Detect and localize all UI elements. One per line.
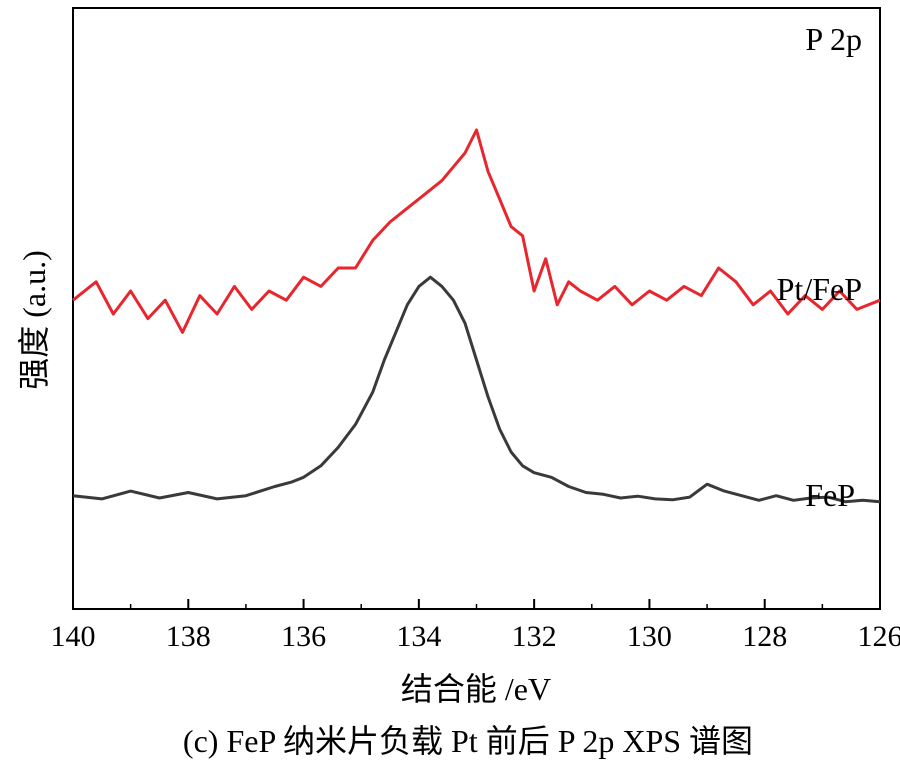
series-line-pt-fep bbox=[72, 128, 881, 334]
x-tick-label: 130 bbox=[627, 620, 672, 653]
x-tick-label: 132 bbox=[512, 620, 557, 653]
series-line-fep bbox=[72, 275, 881, 504]
series-label-ptfep: Pt/FeP bbox=[777, 271, 862, 307]
x-tick-label: 134 bbox=[396, 620, 441, 653]
x-axis-title: 结合能 /eV bbox=[401, 671, 551, 707]
y-axis-title: 强度 (a.u.) bbox=[16, 250, 52, 390]
x-tick-label: 140 bbox=[51, 620, 96, 653]
figure-caption: (c) FeP 纳米片负载 Pt 前后 P 2p XPS 谱图 bbox=[183, 723, 753, 759]
x-tick-label: 126 bbox=[858, 620, 900, 653]
series-layer bbox=[72, 128, 881, 504]
x-axis-ticks: 140 138 136 134 132 130 128 126 bbox=[51, 599, 900, 653]
x-tick-label: 138 bbox=[166, 620, 211, 653]
x-tick-label: 128 bbox=[742, 620, 787, 653]
series-label-fep: FeP bbox=[805, 477, 855, 513]
annotation-p2p: P 2p bbox=[805, 21, 862, 57]
x-tick-label: 136 bbox=[281, 620, 326, 653]
